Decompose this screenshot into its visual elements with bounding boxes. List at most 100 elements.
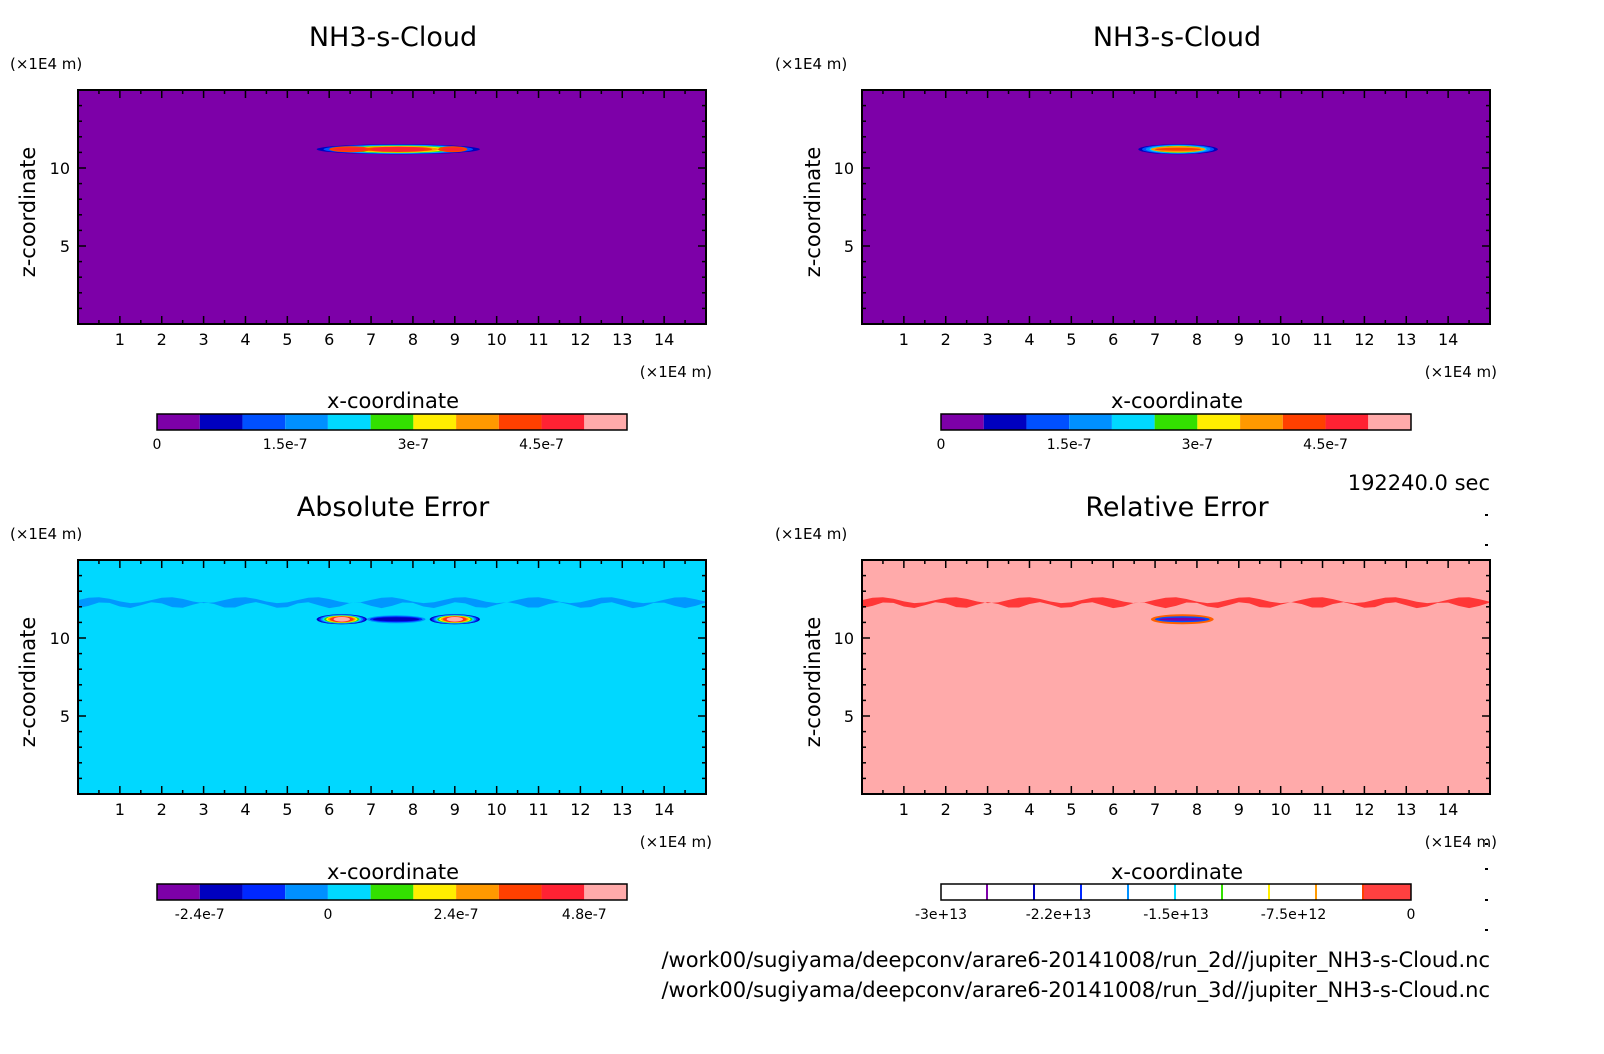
x-tick-label: 8 (408, 330, 418, 349)
x-axis-label: x-coordinate (1111, 389, 1243, 413)
file-path-2d: /work00/sugiyama/deepconv/arare6-2014100… (661, 948, 1490, 973)
x-tick-label: 10 (1270, 800, 1290, 819)
colorbar-frame (156, 883, 628, 901)
y-unit-label: (×1E4 m) (775, 525, 847, 543)
x-tick-label: 9 (450, 330, 460, 349)
colorbar-swatch (199, 414, 243, 430)
x-tick-label: 10 (486, 330, 506, 349)
colorbar-swatch (1035, 884, 1082, 900)
x-tick-label: 8 (408, 800, 418, 819)
colorbar-label: 0 (937, 437, 946, 453)
panel-title: NH3-s-Cloud (309, 22, 477, 53)
x-tick-label: 7 (366, 330, 376, 349)
x-tick-label: 6 (1108, 330, 1118, 349)
colorbar-swatch (1154, 414, 1198, 430)
colorbar-swatch (413, 414, 457, 430)
x-tick-label: 6 (1108, 800, 1118, 819)
plot-background (78, 560, 706, 794)
colorbar-swatch (157, 884, 200, 900)
x-tick-label: 13 (612, 800, 632, 819)
x-tick-label: 7 (1150, 330, 1160, 349)
colorbar-label: 3e-7 (398, 437, 429, 453)
x-tick-label: 5 (282, 800, 292, 819)
cloud-band-contour (333, 616, 350, 622)
colorbar-label: 4.8e-7 (562, 907, 607, 923)
y-unit-label: (×1E4 m) (775, 55, 847, 73)
plot-background (862, 90, 1490, 324)
panel-bottom-right: Relative Error (×1E4 m) (×1E4 m) x-coord… (775, 492, 1497, 923)
x-tick-label: 5 (1066, 800, 1076, 819)
colorbar-swatch (983, 414, 1027, 430)
y-tick-label: 5 (60, 707, 70, 726)
colorbar-frame (156, 413, 628, 431)
colorbar-label: -3e+13 (915, 907, 967, 923)
error-strip (78, 597, 706, 609)
cloud-band-contour (371, 146, 426, 152)
y-tick-label: 5 (844, 237, 854, 256)
colorbar-swatch (1197, 414, 1241, 430)
colorbar-label: -2.2e+13 (1026, 907, 1091, 923)
x-tick-label: 3 (983, 330, 993, 349)
x-tick-label: 1 (115, 330, 125, 349)
x-tick-label: 9 (1234, 330, 1244, 349)
x-tick-label: 13 (612, 330, 632, 349)
time-label: 192240.0 sec (1348, 471, 1490, 495)
y-tick-label: 10 (834, 629, 854, 648)
x-tick-label: 5 (282, 330, 292, 349)
x-tick-label: 10 (1270, 330, 1290, 349)
x-tick-label: 6 (324, 800, 334, 819)
y-axis-label: z-coordinate (801, 147, 825, 278)
y-axis-label: z-coordinate (16, 147, 40, 278)
x-tick-label: 14 (1438, 330, 1458, 349)
colorbar-label: -7.5e+12 (1261, 907, 1326, 923)
x-tick-label: 14 (654, 800, 674, 819)
colorbar-swatch (327, 414, 371, 430)
x-tick-label: 2 (941, 800, 951, 819)
x-tick-label: 12 (1354, 330, 1374, 349)
x-tick-label: 2 (157, 800, 167, 819)
colorbar-swatch (1325, 414, 1369, 430)
colorbar-swatch (242, 414, 286, 430)
colorbar-label: 1.5e-7 (263, 437, 308, 453)
colorbar-frame (940, 883, 1412, 901)
x-tick-label: 4 (240, 330, 250, 349)
colorbar-frame (940, 413, 1412, 431)
colorbar-label: 0 (1407, 907, 1416, 923)
x-unit-label: (×1E4 m) (640, 833, 712, 851)
colorbar-label: 0 (153, 437, 162, 453)
x-tick-label: 1 (899, 800, 909, 819)
x-unit-label: (×1E4 m) (640, 363, 712, 381)
x-tick-label: 5 (1066, 330, 1076, 349)
y-tick-label: 5 (60, 237, 70, 256)
colorbar-swatch (1176, 884, 1223, 900)
colorbar-swatch (1240, 414, 1283, 430)
colorbar-swatch (1364, 884, 1411, 900)
cloud-band-core (1158, 617, 1206, 621)
x-axis-label: x-coordinate (1111, 860, 1243, 884)
x-tick-label: 14 (1438, 800, 1458, 819)
x-tick-label: 10 (486, 800, 506, 819)
x-tick-label: 1 (115, 800, 125, 819)
x-tick-label: 12 (570, 800, 590, 819)
colorbar-swatch (285, 414, 328, 430)
x-tick-label: 4 (240, 800, 250, 819)
x-tick-label: 9 (450, 800, 460, 819)
colorbar-swatch (456, 414, 499, 430)
colorbar-swatch (1082, 884, 1129, 900)
colorbar-swatch (199, 884, 243, 900)
x-tick-label: 3 (983, 800, 993, 819)
x-tick-label: 2 (157, 330, 167, 349)
x-axis-label: x-coordinate (327, 860, 459, 884)
cloud-core-peak (442, 147, 464, 151)
colorbar-swatch (327, 884, 371, 900)
colorbar-swatch (584, 414, 627, 430)
x-tick-label: 8 (1192, 800, 1202, 819)
x-tick-label: 8 (1192, 330, 1202, 349)
panel-top-right: NH3-s-Cloud (×1E4 m) (×1E4 m) x-coordina… (775, 22, 1497, 453)
x-tick-label: 12 (1354, 800, 1374, 819)
colorbar-swatch (370, 414, 414, 430)
panel-title: Absolute Error (297, 492, 490, 523)
colorbar-swatch (1069, 414, 1112, 430)
colorbar-swatch (1270, 884, 1317, 900)
colorbar-label: -1.5e+13 (1143, 907, 1208, 923)
